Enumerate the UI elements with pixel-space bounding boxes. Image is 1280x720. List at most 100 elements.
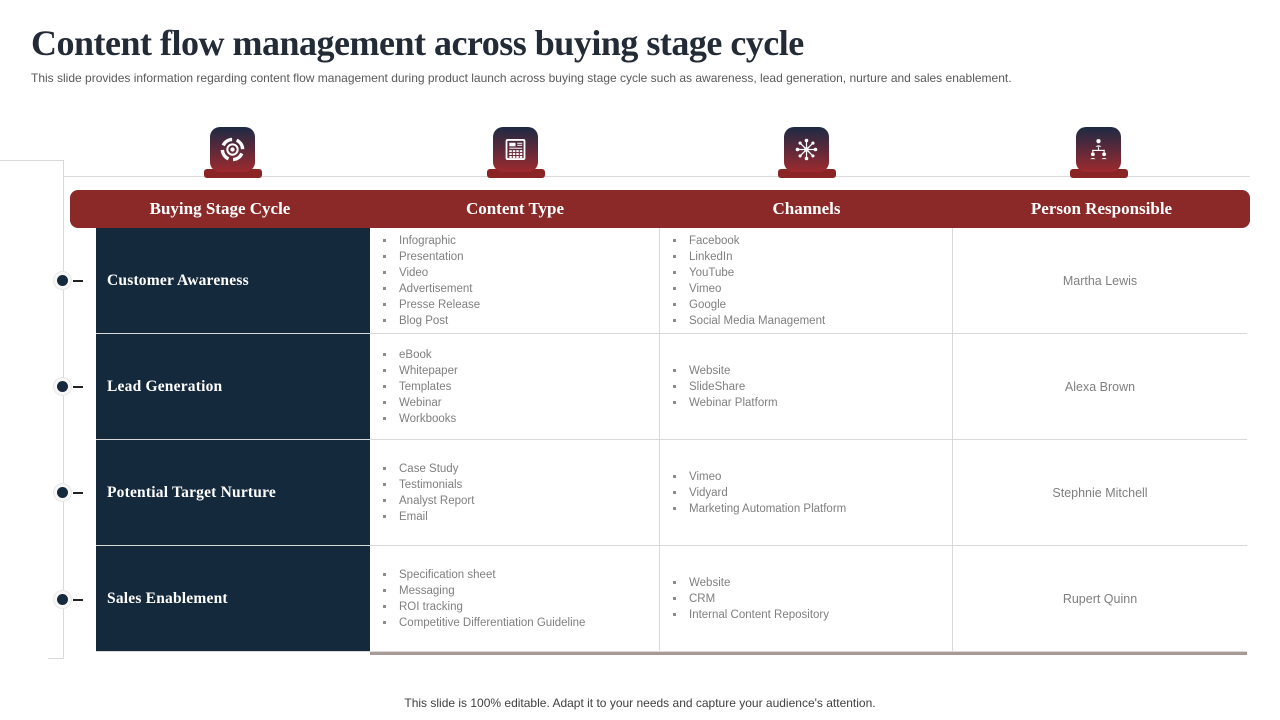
list-item: Presentation bbox=[399, 250, 464, 263]
list-item: CRM bbox=[689, 592, 716, 605]
channels-list: Facebook LinkedIn YouTube Vimeo Google S… bbox=[660, 233, 952, 329]
content-type-list: eBook Whitepaper Templates Webinar Workb… bbox=[370, 347, 659, 427]
person-cell: Alexa Brown bbox=[953, 334, 1247, 440]
bullet-dot bbox=[673, 255, 676, 258]
calculator-icon bbox=[493, 127, 538, 172]
bullet-dot bbox=[673, 239, 676, 242]
table-header-row: Buying Stage Cycle Content Type Channels… bbox=[70, 190, 1250, 228]
target-icon bbox=[210, 127, 255, 172]
rail-line-top bbox=[0, 160, 63, 161]
stage-cell-potential-target-nurture: Potential Target Nurture bbox=[96, 440, 370, 546]
list-item: Email bbox=[399, 510, 428, 523]
list-item: Competitive Differentiation Guideline bbox=[399, 616, 586, 629]
list-item: Social Media Management bbox=[689, 314, 826, 327]
table-body: Customer Awareness Infographic Presentat… bbox=[96, 228, 1247, 652]
bullet-dot bbox=[383, 483, 386, 486]
person-cell: Stephnie Mitchell bbox=[953, 440, 1247, 546]
list-item: Google bbox=[689, 298, 727, 311]
row-node-marker bbox=[57, 487, 68, 498]
channels-cell: Website SlideShare Webinar Platform bbox=[660, 334, 953, 440]
list-item: Vimeo bbox=[689, 282, 722, 295]
list-item: Website bbox=[689, 364, 731, 377]
row-node-marker bbox=[57, 275, 68, 286]
list-item: Vidyard bbox=[689, 486, 728, 499]
row-node-dash bbox=[73, 280, 83, 282]
bullet-dot bbox=[673, 287, 676, 290]
table-bottom-border bbox=[370, 652, 1247, 655]
content-type-cell: eBook Whitepaper Templates Webinar Workb… bbox=[370, 334, 660, 440]
bullet-dot bbox=[383, 369, 386, 372]
network-hub-icon bbox=[784, 127, 829, 172]
channels-cell: Vimeo Vidyard Marketing Automation Platf… bbox=[660, 440, 953, 546]
column-header-person-responsible: Person Responsible bbox=[1030, 199, 1173, 218]
bullet-dot bbox=[383, 417, 386, 420]
channels-cell: Facebook LinkedIn YouTube Vimeo Google S… bbox=[660, 228, 953, 334]
list-item: Marketing Automation Platform bbox=[689, 502, 847, 515]
channels-list: Website CRM Internal Content Repository bbox=[660, 575, 952, 623]
bullet-dot bbox=[383, 239, 386, 242]
bullet-dot bbox=[673, 507, 676, 510]
channels-list: Website SlideShare Webinar Platform bbox=[660, 363, 952, 411]
bullet-dot bbox=[673, 303, 676, 306]
bullet-dot bbox=[383, 589, 386, 592]
content-type-cell: Specification sheet Messaging ROI tracki… bbox=[370, 546, 660, 652]
list-item: Analyst Report bbox=[399, 494, 475, 507]
list-item: eBook bbox=[399, 348, 432, 361]
list-item: Blog Post bbox=[399, 314, 449, 327]
stage-cell-lead-generation: Lead Generation bbox=[96, 334, 370, 440]
list-item: LinkedIn bbox=[689, 250, 733, 263]
icon-underline-bar bbox=[1070, 169, 1128, 178]
person-cell: Martha Lewis bbox=[953, 228, 1247, 334]
bullet-dot bbox=[673, 401, 676, 404]
bullet-dot bbox=[383, 515, 386, 518]
bullet-dot bbox=[673, 597, 676, 600]
channels-list: Vimeo Vidyard Marketing Automation Platf… bbox=[660, 469, 952, 517]
list-item: Webinar Platform bbox=[689, 396, 778, 409]
row-node-marker bbox=[57, 381, 68, 392]
bullet-dot bbox=[673, 385, 676, 388]
row-node-dash bbox=[73, 599, 83, 601]
icon-underline-bar bbox=[778, 169, 836, 178]
stage-cell-customer-awareness: Customer Awareness bbox=[96, 228, 370, 334]
bullet-dot bbox=[673, 581, 676, 584]
bullet-dot bbox=[673, 475, 676, 478]
list-item: Facebook bbox=[689, 234, 740, 247]
list-item: SlideShare bbox=[689, 380, 746, 393]
list-item: Infographic bbox=[399, 234, 456, 247]
list-item: Case Study bbox=[399, 462, 459, 475]
bullet-dot bbox=[383, 287, 386, 290]
row-node-marker bbox=[57, 594, 68, 605]
list-item: Vimeo bbox=[689, 470, 722, 483]
list-item: Templates bbox=[399, 380, 452, 393]
column-header-content-type: Content Type bbox=[465, 199, 565, 218]
bullet-dot bbox=[383, 271, 386, 274]
bullet-dot bbox=[383, 573, 386, 576]
list-item: Advertisement bbox=[399, 282, 473, 295]
content-type-list: Infographic Presentation Video Advertise… bbox=[370, 233, 659, 329]
bullet-dot bbox=[673, 369, 676, 372]
row-node-dash bbox=[73, 386, 83, 388]
bullet-dot bbox=[383, 499, 386, 502]
rail-line-vertical bbox=[63, 160, 64, 658]
rail-line-bottom bbox=[48, 658, 64, 659]
person-cell: Rupert Quinn bbox=[953, 546, 1247, 652]
slide-subtitle: This slide provides information regardin… bbox=[31, 71, 1012, 85]
bullet-dot bbox=[383, 401, 386, 404]
list-item: Specification sheet bbox=[399, 568, 496, 581]
list-item: Messaging bbox=[399, 584, 455, 597]
bullet-dot bbox=[383, 467, 386, 470]
footer-note: This slide is 100% editable. Adapt it to… bbox=[404, 696, 876, 710]
icon-baseline-line bbox=[63, 176, 1250, 177]
stage-cell-sales-enablement: Sales Enablement bbox=[96, 546, 370, 652]
page-title: Content flow management across buying st… bbox=[31, 23, 804, 63]
bullet-dot bbox=[383, 303, 386, 306]
bullet-dot bbox=[673, 491, 676, 494]
bullet-dot bbox=[673, 319, 676, 322]
list-item: Website bbox=[689, 576, 731, 589]
column-header-channels: Channels bbox=[772, 199, 841, 218]
list-item: Workbooks bbox=[399, 412, 457, 425]
bullet-dot bbox=[673, 271, 676, 274]
icon-underline-bar bbox=[487, 169, 545, 178]
bullet-dot bbox=[383, 385, 386, 388]
list-item: Testimonials bbox=[399, 478, 463, 491]
